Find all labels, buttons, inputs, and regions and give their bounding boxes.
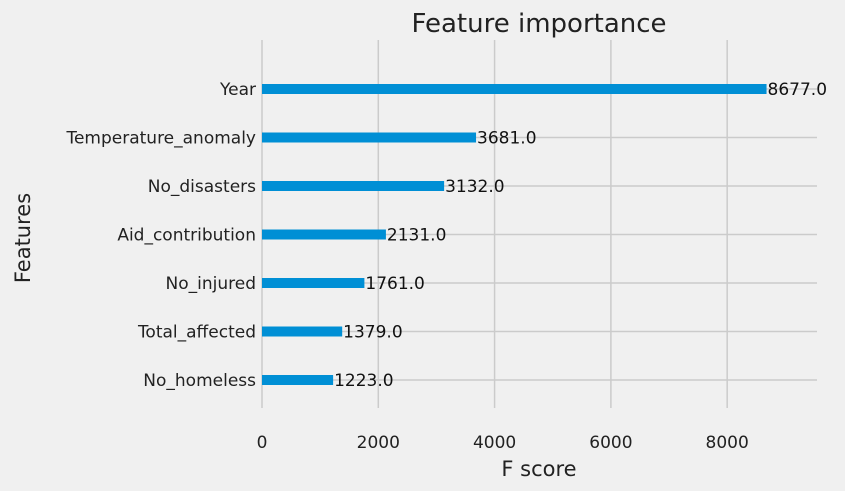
- grid-lines: [261, 40, 817, 408]
- value-label: 2131.0: [387, 226, 446, 246]
- y-tick-label: No_injured: [166, 274, 256, 294]
- x-tick-label: 8000: [706, 433, 749, 453]
- y-tick-label: Aid_contribution: [117, 226, 256, 246]
- y-axis-label: Features: [11, 193, 35, 283]
- bar: [262, 229, 386, 240]
- x-tick-label: 6000: [589, 433, 632, 453]
- value-label: 3132.0: [445, 177, 504, 197]
- y-tick-label: Total_affected: [137, 323, 256, 343]
- y-tick-label: Year: [219, 80, 256, 100]
- bar: [262, 84, 767, 94]
- value-labels: 8677.0 3681.0 3132.0 2131.0 1761.0 1379.0 1223…: [334, 80, 827, 391]
- x-tick-label: 0: [257, 433, 268, 453]
- x-axis-label: F score: [501, 457, 576, 481]
- y-tick-label: No_homeless: [143, 371, 256, 391]
- value-label: 1223.0: [334, 371, 393, 391]
- bar: [262, 132, 477, 143]
- y-tick-labels: Year Temperature_anomaly No_disasters Aid_c…: [65, 80, 256, 391]
- bars: [262, 84, 767, 385]
- value-label: 8677.0: [768, 80, 827, 100]
- x-tick-label: 4000: [473, 433, 516, 453]
- bar: [262, 181, 445, 191]
- bar: [262, 375, 334, 385]
- value-label: 3681.0: [477, 129, 536, 149]
- x-tick-label: 2000: [357, 433, 400, 453]
- x-tick-labels: 0 2000 4000 6000 8000: [257, 433, 749, 453]
- value-label: 1379.0: [343, 323, 402, 343]
- chart-title: Feature importance: [411, 9, 666, 39]
- y-tick-label: No_disasters: [148, 177, 256, 197]
- bar: [262, 326, 343, 337]
- value-label: 1761.0: [365, 274, 424, 294]
- y-tick-label: Temperature_anomaly: [65, 129, 256, 149]
- bar: [262, 278, 365, 288]
